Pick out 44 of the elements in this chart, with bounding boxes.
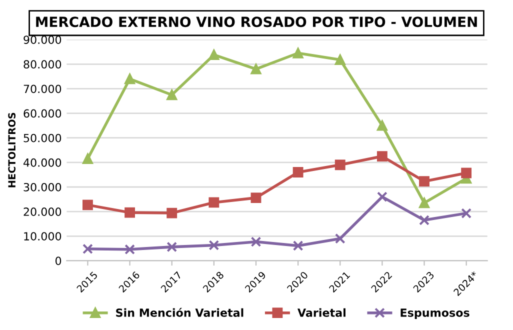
y-tick-label: 70.000 [24,84,62,94]
point [334,54,346,65]
point [124,207,135,218]
point [208,50,220,60]
point [461,168,472,178]
legend-label: Varietal [298,308,346,317]
y-tick-label: 20.000 [24,208,62,216]
point [250,236,262,247]
point [166,208,178,218]
y-axis-title: HECTOLITROS [8,112,16,188]
point [82,244,93,254]
point [208,197,220,208]
y-tick-label: 40.000 [23,158,62,167]
point [376,192,388,202]
legend-label: Espumosos [400,308,470,320]
point [250,64,262,74]
point [419,198,430,208]
point [419,176,430,187]
point [419,214,430,226]
point [292,167,304,178]
y-tick-label: 0 [55,256,62,266]
point [82,154,93,164]
y-tick-label: 10.000 [24,232,62,241]
y-tick-label: 30.000 [24,182,62,192]
point [166,90,178,100]
point [166,242,178,252]
point [334,233,346,244]
point [292,48,304,58]
point [461,208,472,218]
y-tick-label: 60.000 [24,109,62,118]
y-tick-label: 80.000 [24,60,62,69]
point [208,240,220,250]
chart-title: MERCADO EXTERNO VINO ROSADO POR TIPO - VOLUMEN [36,16,477,28]
point [334,160,346,170]
point [292,240,304,251]
y-tick-label: 50.000 [24,134,62,142]
point [376,151,388,162]
y-tick-label: 90.000 [24,36,62,44]
point [124,244,135,255]
legend-label: Sin Mención Varietal [116,308,244,317]
point [124,74,135,84]
point [376,120,388,131]
point [250,192,262,204]
point [82,200,93,210]
